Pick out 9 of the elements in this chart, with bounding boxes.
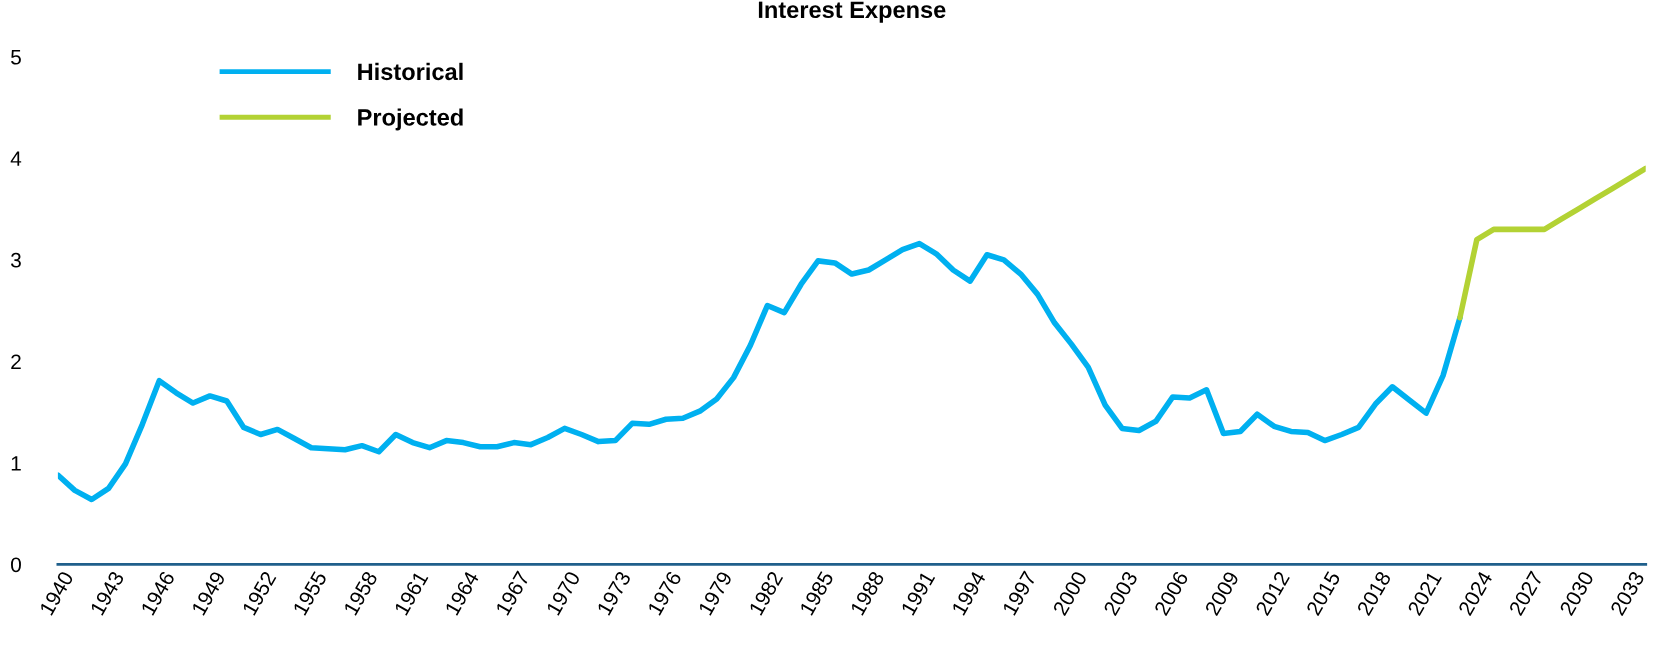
y-tick-label: 3	[10, 252, 21, 268]
legend-label: Historical	[358, 62, 463, 81]
y-tick-label: 4	[10, 151, 22, 166]
legend-label: Projected	[358, 108, 463, 131]
y-tick-label: 0	[11, 557, 21, 573]
y-tick-label: 2	[11, 354, 21, 369]
y-tick-label: 5	[11, 50, 21, 65]
y-tick-label: 1	[11, 456, 21, 471]
chart-title: Interest Expense	[758, 1, 946, 23]
